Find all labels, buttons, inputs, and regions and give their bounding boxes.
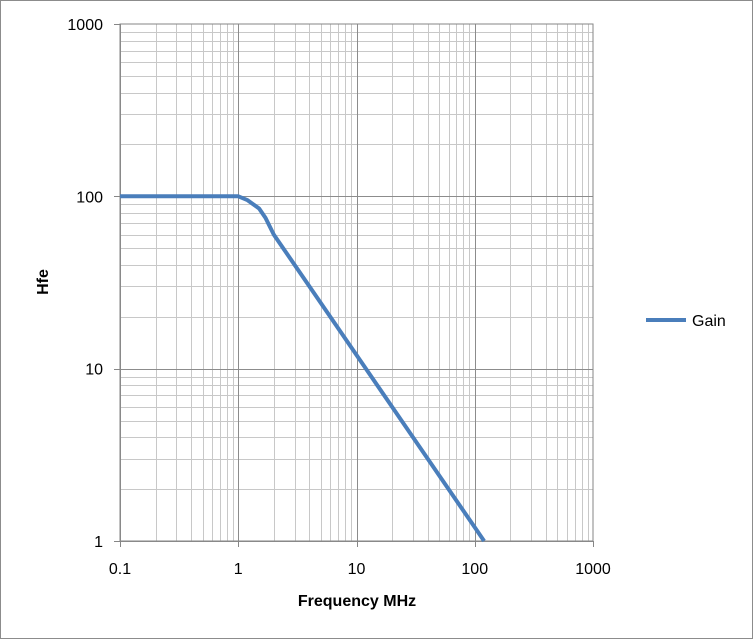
y-tick-label: 1000 [67, 17, 103, 34]
x-tick-label: 1000 [575, 561, 611, 578]
legend-label-gain: Gain [692, 313, 726, 330]
x-tick-label: 1 [234, 561, 243, 578]
grid-major-lines [120, 24, 593, 542]
legend: Gain [646, 313, 726, 330]
x-tick-labels: 0.1 1 10 100 1000 [109, 541, 611, 578]
y-tick-label: 1 [94, 534, 103, 551]
grid-minor-lines [120, 24, 593, 541]
y-axis-title: Hfe [35, 269, 52, 295]
y-tick-label: 10 [85, 362, 103, 379]
x-tick-label: 100 [461, 561, 488, 578]
x-axis-title: Frequency MHz [298, 593, 416, 610]
series-line-gain [120, 194, 486, 543]
y-tick-labels: 1 10 100 1000 [67, 17, 120, 551]
x-tick-label: 0.1 [109, 561, 131, 578]
x-tick-label: 10 [348, 561, 366, 578]
y-tick-label: 100 [76, 189, 103, 206]
series-layer [120, 194, 486, 543]
plot-area-border [119, 23, 594, 542]
